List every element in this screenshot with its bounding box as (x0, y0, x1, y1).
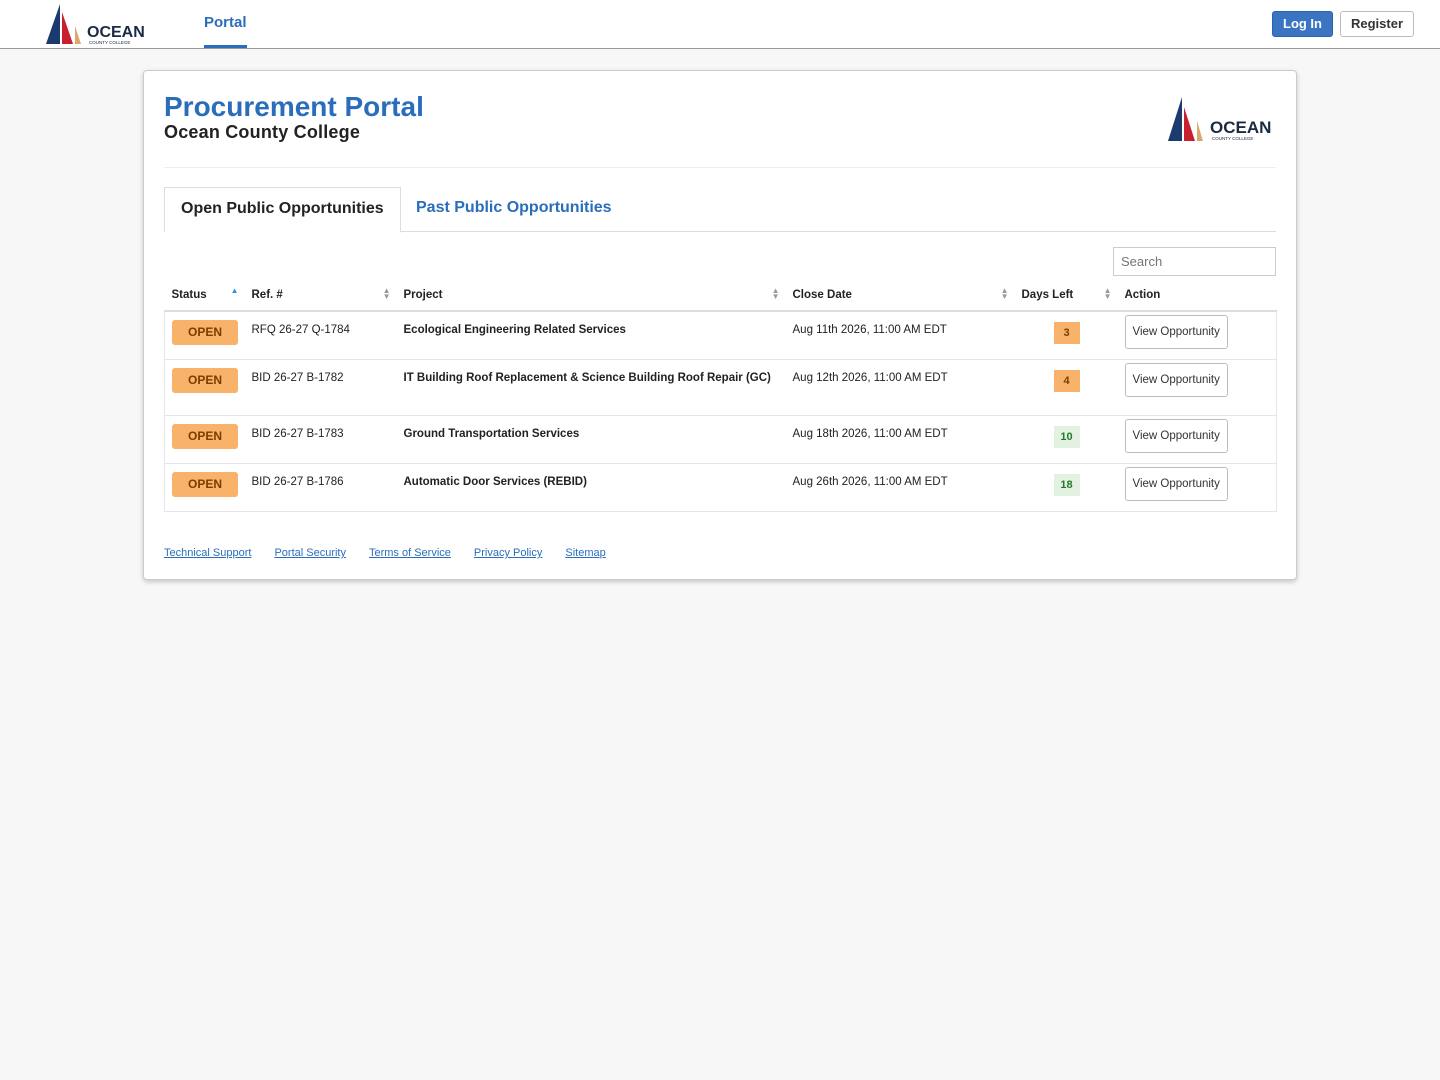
column-header[interactable]: Days Left ▲ ▼ (1014, 279, 1118, 312)
sort-icon: ▲ ▼ (1103, 286, 1112, 301)
cell: 10 (1014, 415, 1118, 464)
column-header[interactable]: Project ▲ ▼ (396, 279, 786, 312)
close-date: Aug 12th 2026, 11:00 AM EDT (785, 359, 1015, 416)
footer: Technical Support Portal Security Terms of… (164, 547, 629, 559)
column-label: Project (403, 288, 443, 301)
close-date: Aug 11th 2026, 11:00 AM EDT (785, 311, 1015, 360)
login-button[interactable]: Log In (1272, 11, 1333, 37)
table-row: OPEN BID 26-27 B-1782 IT Building Roof Rep… (164, 359, 1277, 416)
search-input[interactable] (1113, 247, 1276, 276)
sort-icon: ▲ ▼ (771, 286, 780, 301)
ref-number: RFQ 26-27 Q-1784 (244, 311, 397, 360)
footer-link[interactable]: Portal Security (274, 547, 346, 559)
status-badge: OPEN (172, 471, 238, 497)
view-button[interactable]: View Opportunity (1124, 466, 1228, 501)
days-left: 18 (1053, 473, 1080, 496)
column-label: Ref. # (251, 288, 283, 301)
close-date: Aug 26th 2026, 11:00 AM EDT (785, 463, 1015, 512)
cell: 18 (1014, 463, 1118, 512)
days-left: 10 (1053, 425, 1080, 448)
column-label: Action (1124, 288, 1161, 301)
cell: OPEN (164, 359, 245, 416)
register-button[interactable]: Register (1340, 11, 1415, 37)
logo-sub: COUNTY COLLEGE (89, 40, 130, 45)
view-button[interactable]: View Opportunity (1124, 418, 1228, 453)
days-left: 4 (1053, 369, 1080, 392)
page-subtitle: Ocean County College (164, 122, 361, 142)
cell: View Opportunity (1117, 415, 1277, 464)
footer-link[interactable]: Terms of Service (368, 547, 451, 559)
table-row: OPEN RFQ 26-27 Q-1784 Ecological Engineeri… (164, 311, 1277, 360)
opportunities-table: Status ▲ Ref. # ▲ ▼ Project ▲ ▼ Close Date ▲ ▼ Days… (164, 279, 1277, 512)
column-label: Status (171, 288, 207, 301)
table-row: OPEN BID 26-27 B-1786 Automatic Door Servi… (164, 463, 1277, 512)
cell: OPEN (164, 311, 245, 360)
ref-number: BID 26-27 B-1782 (244, 359, 397, 416)
column-header[interactable]: Ref. # ▲ ▼ (244, 279, 397, 312)
view-button[interactable]: View Opportunity (1124, 362, 1228, 397)
cell: View Opportunity (1117, 311, 1277, 360)
tab-active[interactable]: Open Public Opportunities (164, 187, 401, 233)
footer-link[interactable]: Technical Support (164, 547, 252, 559)
cell: OPEN (164, 463, 245, 512)
project-name: Automatic Door Services (REBID) (396, 463, 786, 512)
divider (164, 167, 1276, 168)
days-left: 3 (1053, 322, 1080, 344)
status-badge: OPEN (172, 320, 238, 345)
footer-link[interactable]: Sitemap (565, 547, 606, 559)
sort-icon: ▲ ▼ (1000, 286, 1009, 301)
column-label: Close Date (792, 288, 852, 301)
cell: View Opportunity (1117, 463, 1277, 512)
column-header: Action (1117, 279, 1277, 312)
view-button[interactable]: View Opportunity (1124, 315, 1228, 349)
cell: 3 (1014, 311, 1118, 360)
portal-card: Procurement Portal Ocean County College … (143, 70, 1297, 580)
cell: 4 (1014, 359, 1118, 416)
project-name: IT Building Roof Replacement & Science B… (396, 359, 786, 416)
logo-name: OCEAN (87, 24, 145, 41)
tab[interactable]: Past Public Opportunities (416, 199, 612, 216)
ref-number: BID 26-27 B-1783 (244, 415, 397, 464)
ref-number: BID 26-27 B-1786 (244, 463, 397, 512)
nav-logo[interactable]: OCEAN COUNTY COLLEGE (42, 2, 154, 46)
column-header[interactable]: Close Date ▲ ▼ (785, 279, 1015, 312)
project-name: Ground Transportation Services (396, 415, 786, 464)
column-label: Days Left (1021, 288, 1074, 301)
column-header[interactable]: Status ▲ (164, 279, 245, 312)
nav-tab[interactable]: Portal (204, 0, 247, 48)
table-row: OPEN BID 26-27 B-1783 Ground Transportatio… (164, 415, 1277, 464)
status-badge: OPEN (172, 367, 238, 393)
page-title: Procurement Portal (164, 91, 424, 122)
project-name: Ecological Engineering Related Services (396, 311, 786, 360)
status-badge: OPEN (172, 423, 238, 449)
logo-sub: COUNTY COLLEGE (1212, 136, 1253, 141)
sort-icon: ▲ ▼ (382, 286, 391, 301)
header-logo: OCEAN COUNTY COLLEGE (1168, 97, 1271, 141)
tab-bar: Open Public Opportunities Past Public Op… (164, 187, 1276, 233)
cell: View Opportunity (1117, 359, 1277, 416)
cell: OPEN (164, 415, 245, 464)
sort-icon: ▲ (230, 286, 239, 295)
close-date: Aug 18th 2026, 11:00 AM EDT (785, 415, 1015, 464)
navbar: OCEAN COUNTY COLLEGE Portal Log In Regis… (0, 0, 1440, 49)
logo-name: OCEAN (1210, 118, 1271, 137)
footer-link[interactable]: Privacy Policy (473, 547, 543, 559)
